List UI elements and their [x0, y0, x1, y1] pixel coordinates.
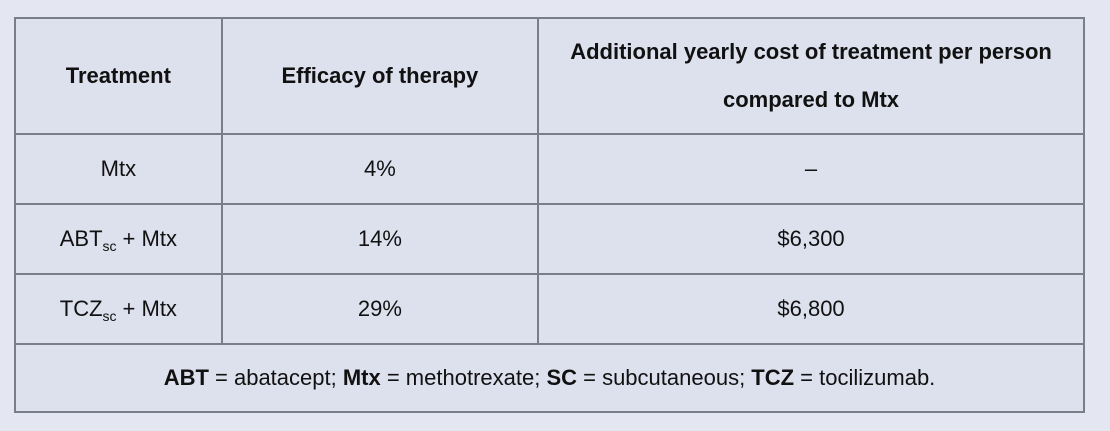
cell: ABTsc + Mtx [14, 203, 223, 275]
data-table: Treatment Efficacy of therapy Additional… [14, 17, 1085, 413]
suffix: + Mtx [122, 296, 177, 321]
cell: TCZsc + Mtx [14, 273, 223, 345]
footnote-term: SC [546, 365, 577, 390]
drug: ABT [59, 226, 103, 251]
cell: Mtx [14, 133, 223, 205]
drug: TCZ [59, 296, 103, 321]
cell: $6,300 [537, 203, 1085, 275]
footnote-term: TCZ [751, 365, 795, 390]
footnote-text: = abatacept; [208, 365, 343, 390]
subscript: sc [102, 238, 117, 254]
row: TCZsc + Mtx 29% $6,800 [14, 273, 1085, 345]
cell: $6,800 [537, 273, 1085, 345]
row: ABTsc + Mtx 14% $6,300 [14, 203, 1085, 275]
cell: 4% [220, 133, 540, 205]
footnote-text: = subcutaneous; [577, 365, 752, 390]
footnote-text: = methotrexate; [380, 365, 547, 390]
cell: 29% [220, 273, 540, 345]
cell: 14% [220, 203, 540, 275]
footnote-term: Mtx [342, 365, 381, 390]
row: Mtx 4% – [14, 133, 1085, 205]
footnote-term: ABT [163, 365, 209, 390]
footnote: ABT = abatacept; Mtx = methotrexate; SC … [14, 343, 1085, 413]
footnote-text: = tocilizumab. [794, 365, 936, 390]
subscript: sc [102, 308, 117, 324]
header-cell: Efficacy of therapy [220, 17, 540, 135]
cell: – [537, 133, 1085, 205]
suffix: + Mtx [122, 226, 177, 251]
header-row: Treatment Efficacy of therapy Additional… [14, 17, 1085, 135]
header-cell: Additional yearly cost of treatment per … [537, 17, 1085, 135]
footnote-row: ABT = abatacept; Mtx = methotrexate; SC … [14, 343, 1085, 413]
header-cell: Treatment [14, 17, 223, 135]
